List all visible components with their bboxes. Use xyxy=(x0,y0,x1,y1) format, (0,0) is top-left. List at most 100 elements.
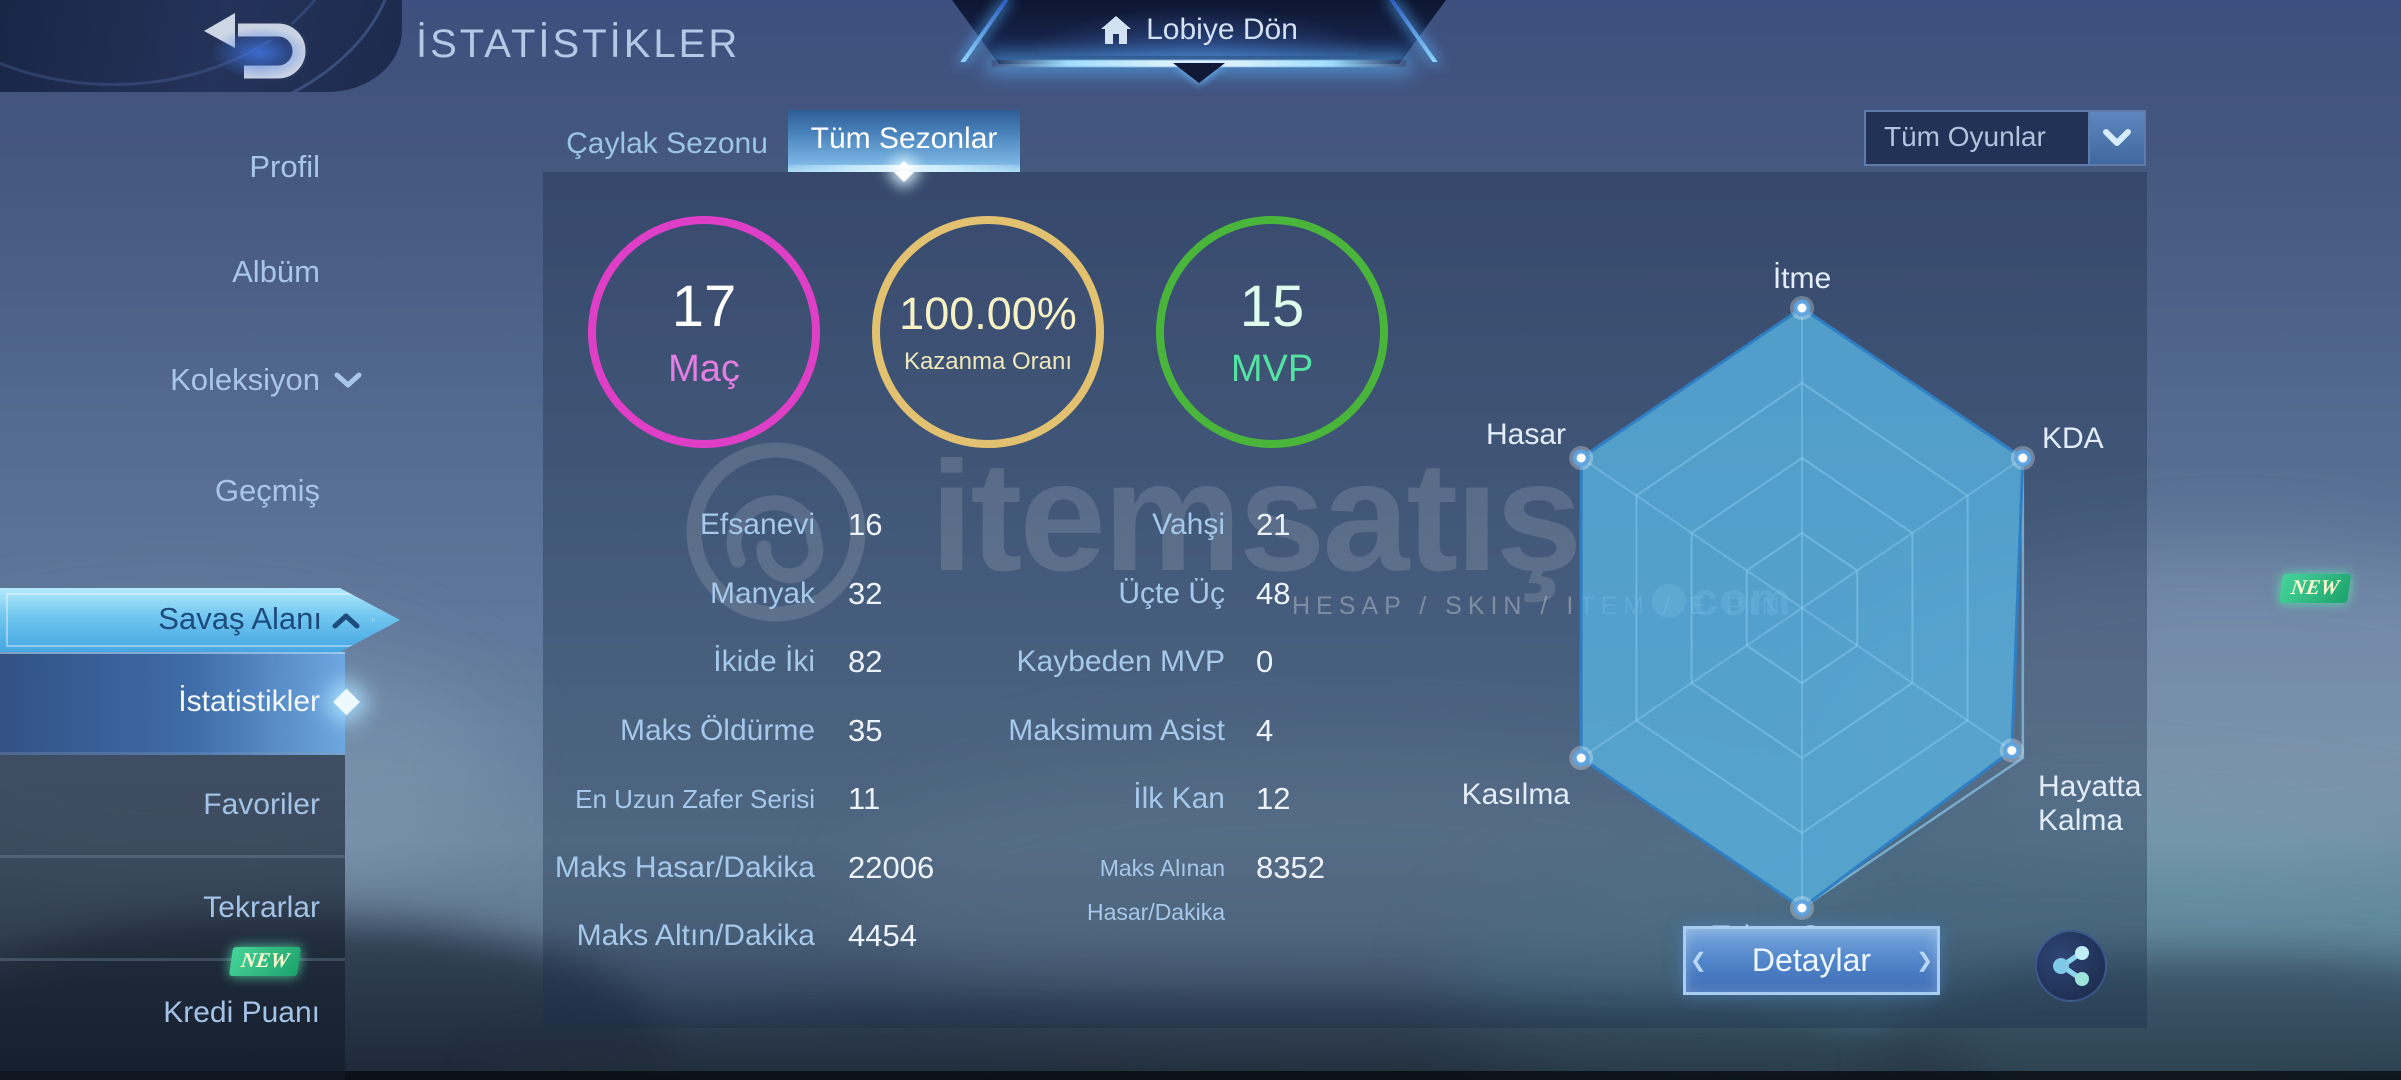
share-icon xyxy=(2053,946,2089,986)
stat-label: İlk Kan xyxy=(1133,782,1225,815)
stat-value: 32 xyxy=(848,576,883,611)
button-notch-right: ❯ xyxy=(1916,949,1933,972)
sidebar-item-koleksiyon[interactable]: Koleksiyon xyxy=(0,343,362,417)
stat-value: 82 xyxy=(848,644,883,679)
stat-row: Efsanevi 16 xyxy=(543,503,1073,547)
sidebar-item-gecmis[interactable]: Geçmiş xyxy=(0,454,345,528)
stat-label: Vahşi xyxy=(1152,508,1225,541)
stat-row: Maks Altın/Dakika 4454 xyxy=(543,914,1073,958)
return-to-lobby-label: Lobiye Dön xyxy=(1146,13,1298,46)
lobby-banner: Lobiye Dön xyxy=(952,0,1446,83)
game-mode-dropdown[interactable]: Tüm Oyunlar xyxy=(1864,110,2146,166)
mvp-value: 15 xyxy=(1239,274,1305,339)
sidebar-item-label: Geçmiş xyxy=(214,473,320,508)
stat-label: Maks Altın/Dakika xyxy=(576,919,815,952)
stat-label: İkide İki xyxy=(713,645,815,678)
stat-value: 4 xyxy=(1256,713,1274,748)
stat-label: Maks Öldürme xyxy=(619,714,815,747)
page-title: İSTATİSTİKLER xyxy=(416,22,741,66)
sidebar-item-savas-alani[interactable]: Savaş Alanı xyxy=(0,588,400,652)
return-to-lobby-button[interactable]: Lobiye Dön xyxy=(952,13,1446,47)
tab-tum-sezonlar[interactable]: Tüm Sezonlar xyxy=(788,110,1020,183)
chevron-down-icon xyxy=(2103,129,2131,146)
button-notch-left: ❮ xyxy=(1690,949,1707,972)
stat-label: Maks Alınan Hasar/Dakika xyxy=(1086,855,1225,925)
stat-row: Vahşi 21 xyxy=(968,503,1488,547)
sidebar-item-label: Savaş Alanı xyxy=(158,601,322,636)
submenu-item-label: Tekrarlar xyxy=(203,891,320,924)
new-badge: NEW xyxy=(229,947,302,976)
details-button-label: Detaylar xyxy=(1751,942,1872,978)
sidebar-item-label: Koleksiyon xyxy=(170,362,320,397)
stat-row: Maksimum Asist 4 xyxy=(968,709,1488,753)
stat-label: Maksimum Asist xyxy=(1008,714,1225,747)
stat-label: Üçte Üç xyxy=(1118,577,1225,610)
stat-label: Efsanevi xyxy=(699,508,815,541)
tab-caylak-sezonu[interactable]: Çaylak Sezonu xyxy=(566,127,768,160)
submenu-item-favoriler[interactable]: Favoriler xyxy=(0,755,345,858)
stat-value: 21 xyxy=(1256,507,1291,542)
stat-row: Maks Hasar/Dakika 22006 xyxy=(543,846,1073,890)
savas-banner-border xyxy=(6,593,374,647)
lobby-banner-shape xyxy=(952,0,1446,64)
new-badge: NEW xyxy=(2279,574,2352,603)
chevron-up-icon xyxy=(332,612,360,635)
radar-axis-label: Hayatta Kalma xyxy=(2038,770,2142,837)
tab-label: Tüm Sezonlar xyxy=(810,122,998,155)
stat-label: Kaybeden MVP xyxy=(1016,645,1225,678)
submenu-item-label: İstatistikler xyxy=(178,685,320,718)
stat-value: 8352 xyxy=(1256,850,1325,885)
chevron-down-icon xyxy=(333,362,363,398)
lobby-banner-streak xyxy=(1011,6,1387,56)
stat-value: 35 xyxy=(848,713,883,748)
dropdown-selected-value: Tüm Oyunlar xyxy=(1884,121,2046,152)
stat-value: 0 xyxy=(1256,644,1274,679)
submenu-item-istatistikler[interactable]: İstatistikler xyxy=(0,652,360,755)
header-corner-decoration xyxy=(0,0,402,92)
sidebar-item-label: Profil xyxy=(249,149,320,184)
radar-axis-label: İtme xyxy=(1773,262,1831,295)
submenu-item-tekrarlar[interactable]: Tekrarlar xyxy=(0,858,345,961)
mvp-label: MVP xyxy=(1230,348,1314,390)
stat-label: Maks Hasar/Dakika xyxy=(554,851,815,884)
back-button-glow xyxy=(210,26,310,80)
matches-circle: 17 Maç xyxy=(588,216,820,448)
winrate-circle: 100.00% Kazanma Oranı xyxy=(872,216,1104,448)
stat-value: 12 xyxy=(1256,781,1291,816)
stat-value: 16 xyxy=(848,507,883,542)
bottom-letterbox xyxy=(0,1071,2401,1080)
mvp-circle: 15 MVP xyxy=(1156,216,1388,448)
stat-value: 48 xyxy=(1256,576,1291,611)
submenu-item-label: Favoriler xyxy=(203,788,320,821)
radar-axis-label: Hasar xyxy=(1486,418,1566,451)
stat-label: En Uzun Zafer Serisi xyxy=(575,784,815,814)
mountain-silhouette xyxy=(480,1000,1980,1080)
sidebar-submenu: İstatistikler Favoriler Tekrarlar NEW Kr… xyxy=(0,652,360,1080)
winrate-label: Kazanma Oranı xyxy=(903,348,1073,375)
stat-row: Manyak 32 xyxy=(543,572,1073,616)
stat-row: İlk Kan 12 xyxy=(968,777,1488,821)
stat-row: İkide İki 82 xyxy=(543,640,1073,684)
sidebar-item-album[interactable]: Albüm xyxy=(0,235,345,309)
stat-row: Kaybeden MVP 0 xyxy=(968,640,1488,684)
sidebar-item-label: Albüm xyxy=(232,254,320,289)
dropdown-chevron-button[interactable] xyxy=(2088,112,2144,164)
submenu-item-kredi-puani[interactable]: NEW Kredi Puanı xyxy=(0,947,345,1064)
sidebar-item-profil[interactable]: Profil xyxy=(0,130,345,204)
radar-axis-label: KDA xyxy=(2042,422,2104,455)
share-button[interactable] xyxy=(2035,930,2107,1002)
matches-value: 17 xyxy=(671,274,737,339)
stat-row: Üçte Üç 48 xyxy=(968,572,1488,616)
stat-row: Maks Öldürme 35 xyxy=(543,709,1073,753)
details-button[interactable]: ❮ Detaylar ❯ xyxy=(1683,926,1940,995)
radar-axis-label: Kasılma xyxy=(1462,778,1571,811)
winrate-value: 100.00% xyxy=(899,288,1077,339)
stat-label: Manyak xyxy=(709,577,815,610)
stat-value: 22006 xyxy=(848,850,935,885)
stat-value: 4454 xyxy=(848,918,917,953)
banner-notch xyxy=(1173,63,1225,83)
performance-radar-chart: İtmeKDAHayattaKalmaTakım SavaşıKasılmaHa… xyxy=(1462,262,2142,953)
back-button[interactable] xyxy=(192,8,324,88)
stat-value: 11 xyxy=(848,781,881,816)
